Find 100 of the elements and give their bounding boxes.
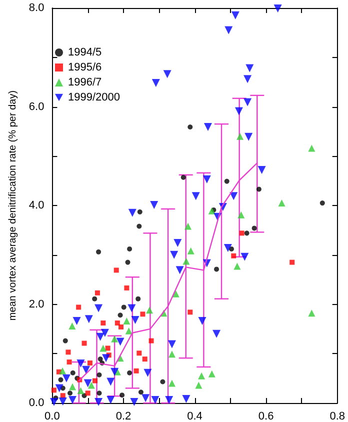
point bbox=[290, 260, 295, 265]
point bbox=[84, 379, 92, 388]
point bbox=[102, 354, 110, 362]
point bbox=[160, 379, 166, 384]
point bbox=[163, 70, 172, 78]
point bbox=[88, 382, 95, 389]
point bbox=[230, 192, 238, 200]
legend-label: 1995/6 bbox=[68, 62, 102, 74]
point bbox=[136, 296, 141, 302]
point bbox=[69, 383, 76, 390]
point bbox=[116, 338, 124, 346]
point bbox=[274, 4, 282, 12]
point bbox=[72, 317, 81, 326]
point bbox=[68, 322, 76, 330]
point bbox=[110, 368, 119, 376]
point bbox=[105, 346, 110, 351]
point bbox=[62, 338, 68, 344]
point bbox=[182, 395, 190, 404]
point bbox=[125, 260, 130, 265]
point bbox=[60, 393, 66, 398]
point bbox=[228, 246, 234, 252]
point bbox=[125, 327, 132, 334]
point bbox=[106, 396, 115, 404]
point bbox=[62, 374, 70, 382]
point bbox=[50, 398, 58, 406]
x-tick-label: 0.4 bbox=[187, 410, 202, 422]
point bbox=[100, 344, 107, 352]
point bbox=[123, 318, 130, 325]
point bbox=[182, 258, 190, 265]
point bbox=[94, 290, 100, 296]
point bbox=[152, 79, 160, 88]
point bbox=[278, 200, 286, 207]
point bbox=[100, 328, 109, 337]
point bbox=[168, 380, 176, 387]
point bbox=[92, 378, 98, 384]
point bbox=[76, 360, 85, 368]
point bbox=[236, 132, 244, 140]
point bbox=[202, 175, 211, 184]
point bbox=[114, 320, 120, 326]
point bbox=[134, 368, 139, 374]
point bbox=[258, 166, 266, 174]
point bbox=[256, 186, 262, 192]
point bbox=[231, 253, 236, 258]
point bbox=[98, 356, 103, 362]
point bbox=[148, 338, 154, 344]
point bbox=[252, 226, 257, 231]
point bbox=[246, 64, 254, 72]
point bbox=[188, 310, 193, 315]
point bbox=[87, 360, 92, 366]
point bbox=[137, 209, 142, 214]
point bbox=[244, 230, 250, 236]
point bbox=[239, 230, 244, 236]
point bbox=[96, 249, 102, 254]
point bbox=[198, 317, 206, 326]
point bbox=[244, 132, 253, 141]
point bbox=[111, 335, 118, 342]
point bbox=[128, 304, 136, 312]
point bbox=[130, 398, 138, 406]
point bbox=[224, 178, 230, 184]
point bbox=[68, 396, 77, 404]
point bbox=[76, 304, 82, 310]
point bbox=[136, 350, 142, 356]
point bbox=[144, 368, 152, 377]
point bbox=[224, 26, 233, 34]
point bbox=[118, 324, 124, 330]
point bbox=[168, 350, 176, 358]
point bbox=[231, 11, 240, 20]
point bbox=[176, 266, 184, 274]
point bbox=[96, 390, 102, 396]
point bbox=[128, 208, 136, 217]
y-tick-label: 6.0 bbox=[28, 100, 44, 113]
point bbox=[51, 388, 56, 393]
point bbox=[85, 390, 90, 396]
x-tick-label: 0.6 bbox=[258, 410, 274, 422]
point bbox=[165, 396, 174, 404]
point bbox=[192, 192, 200, 200]
point bbox=[214, 266, 220, 272]
y-tick-label: 0.0 bbox=[28, 397, 44, 409]
point bbox=[151, 396, 160, 404]
point bbox=[238, 211, 245, 218]
point bbox=[234, 107, 243, 116]
point bbox=[224, 244, 232, 252]
point bbox=[174, 239, 182, 248]
point bbox=[70, 370, 76, 376]
point bbox=[94, 304, 103, 312]
point bbox=[170, 250, 178, 259]
point bbox=[120, 392, 125, 398]
point bbox=[124, 285, 130, 290]
point bbox=[55, 384, 64, 392]
y-tick-label: 8.0 bbox=[28, 2, 44, 14]
x-tick-label: 0.0 bbox=[44, 410, 60, 422]
point bbox=[320, 200, 325, 206]
point bbox=[204, 122, 212, 131]
point bbox=[188, 124, 193, 130]
point bbox=[308, 310, 316, 317]
point bbox=[308, 144, 316, 152]
point bbox=[118, 312, 123, 318]
x-tick-label: 0.2 bbox=[116, 410, 132, 422]
point bbox=[244, 75, 252, 84]
point bbox=[168, 340, 176, 348]
